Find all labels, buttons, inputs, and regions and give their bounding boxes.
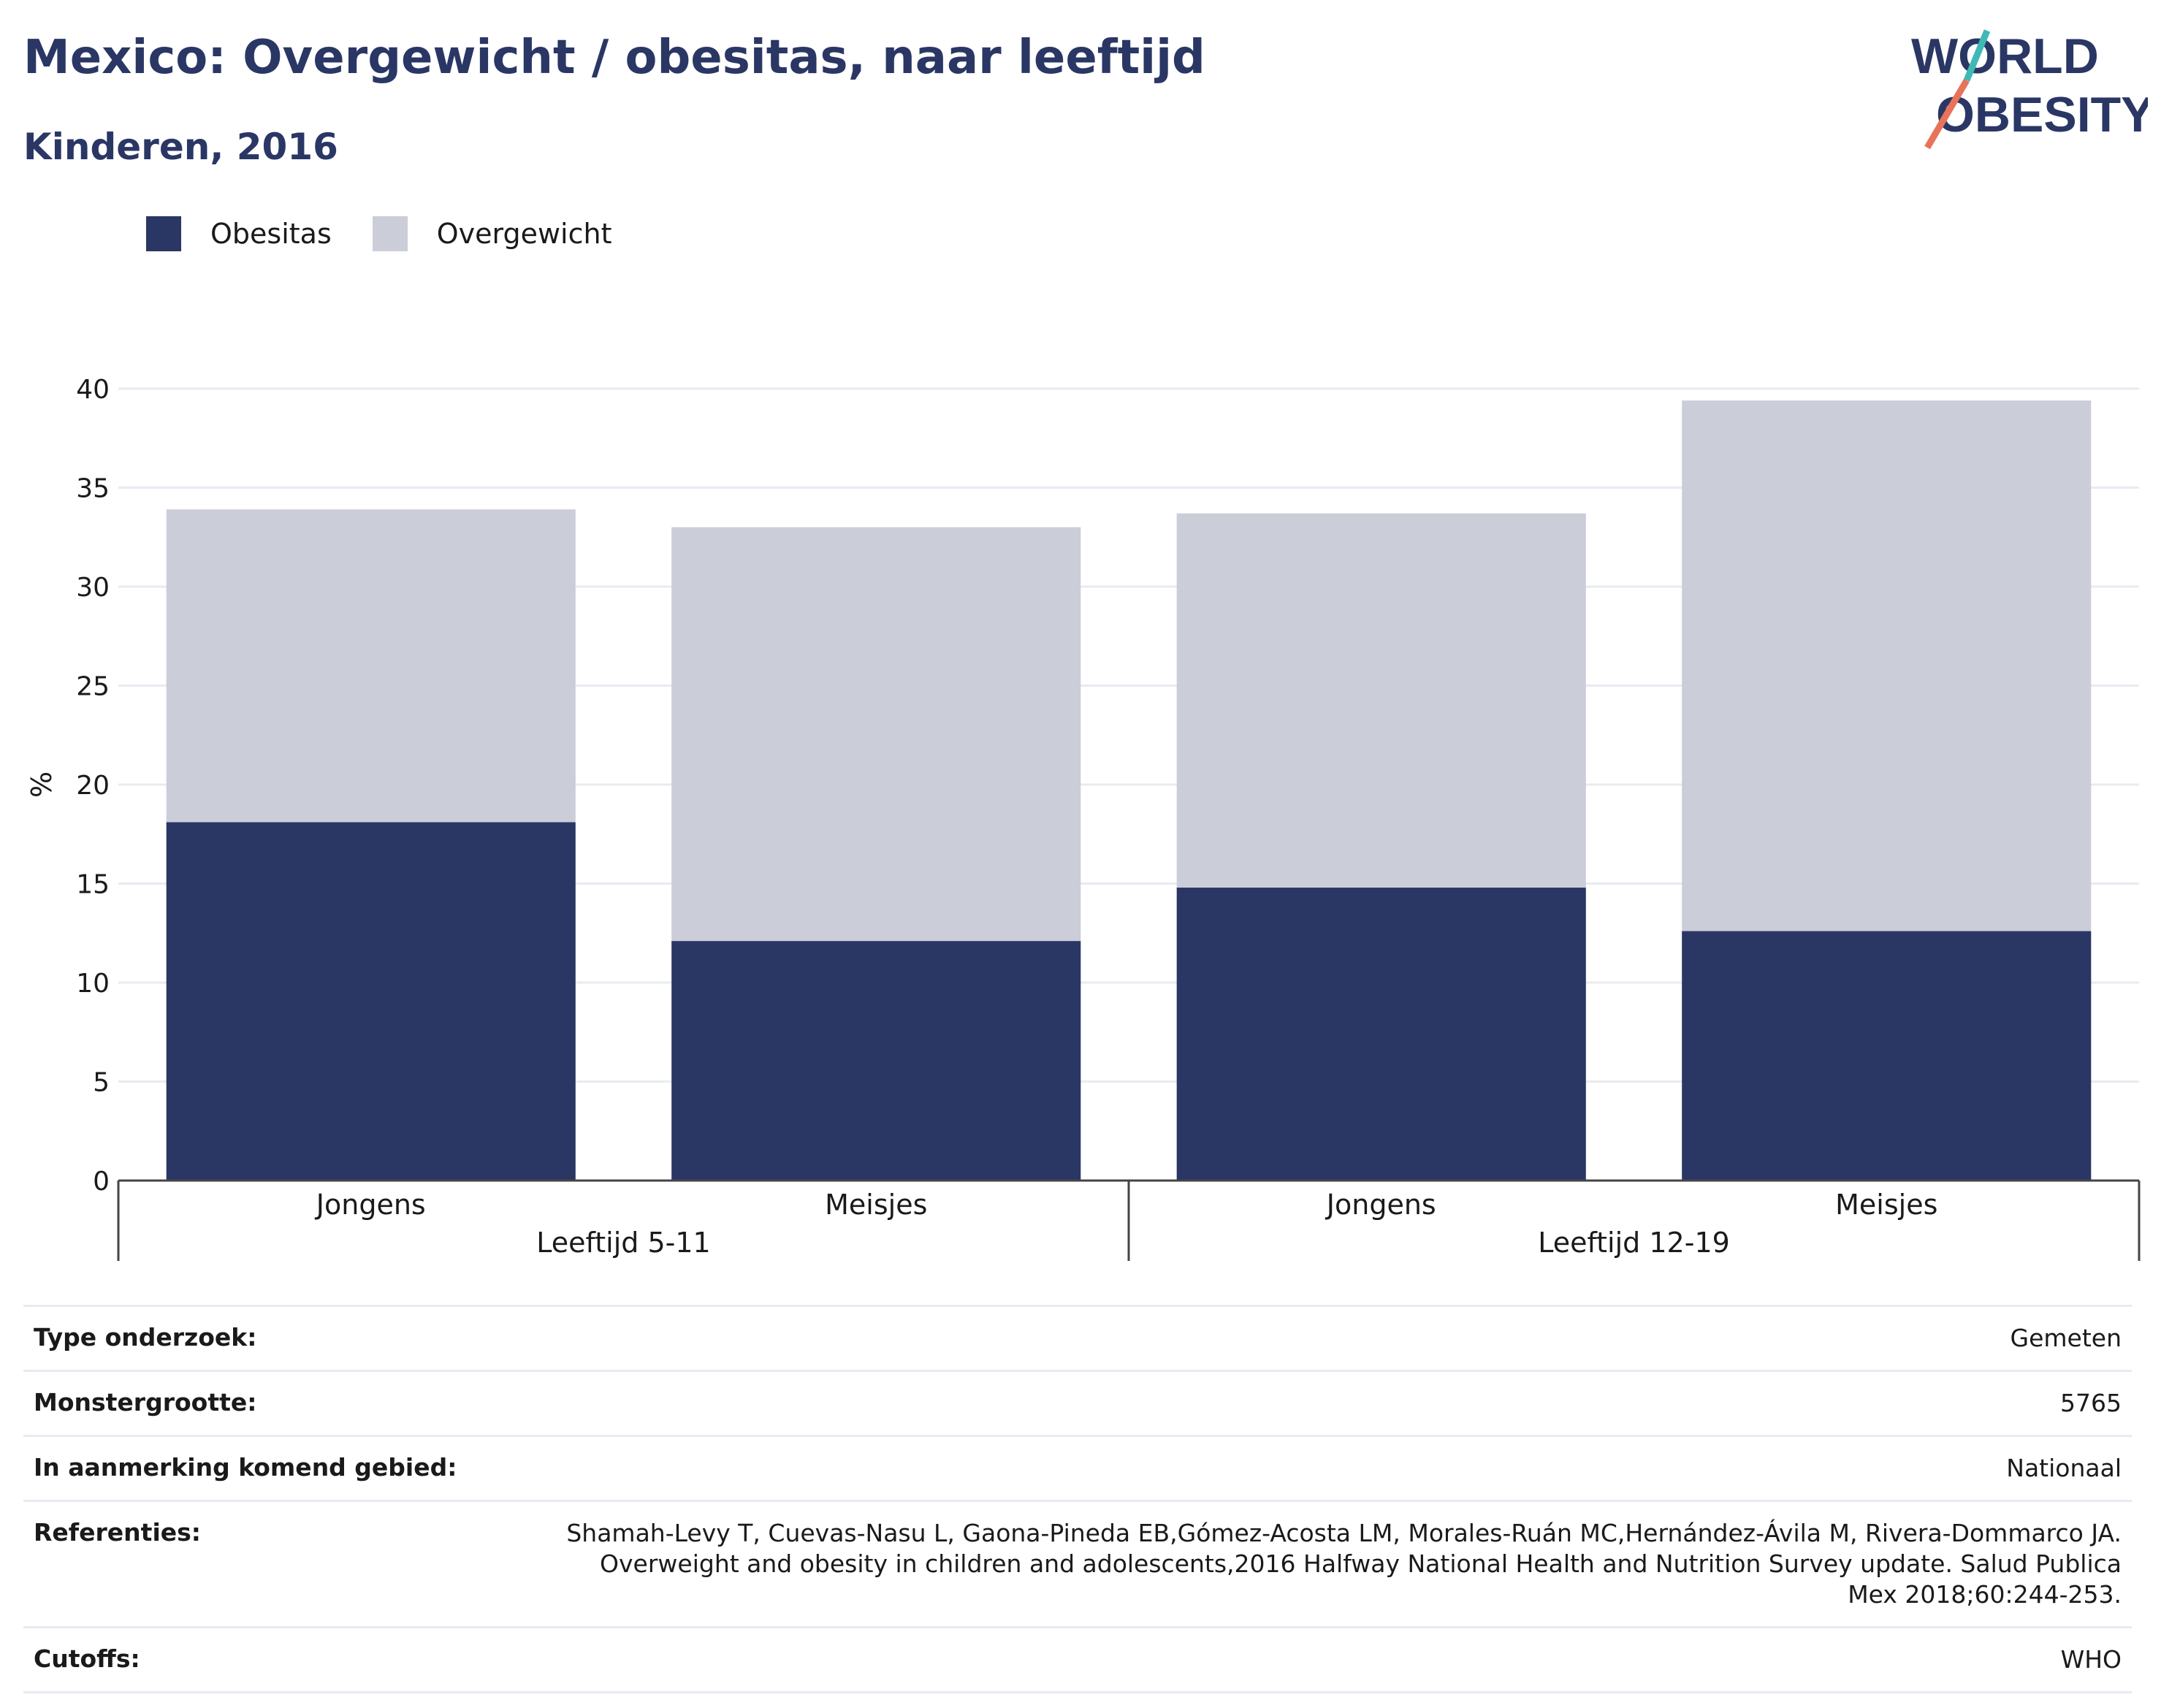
chart-subtitle: Kinderen, 2016: [23, 126, 338, 168]
bar-overgewicht: [166, 509, 576, 823]
legend-label: Obesitas: [210, 218, 332, 250]
legend-item-overgewicht[interactable]: Overgewicht: [372, 216, 612, 251]
info-row-sample-size: Monstergrootte: 5765: [23, 1370, 2132, 1435]
y-tick-label: 40: [76, 375, 110, 405]
y-tick-label: 30: [76, 573, 110, 603]
y-tick-label: 35: [76, 474, 110, 504]
logo-text-obesity: OBESITY: [1936, 87, 2148, 142]
legend-item-obesitas[interactable]: Obesitas: [146, 216, 332, 251]
info-value: Gemeten: [2010, 1324, 2122, 1352]
bar-overgewicht: [671, 527, 1081, 942]
info-value: Nationaal: [2006, 1454, 2122, 1482]
info-row-area: In aanmerking komend gebied: Nationaal: [23, 1435, 2132, 1500]
info-label: Type onderzoek:: [34, 1323, 257, 1351]
info-value: 5765: [2060, 1389, 2122, 1417]
y-tick-label: 20: [76, 771, 110, 801]
y-tick-label: 25: [76, 672, 110, 702]
x-group-label: Leeftijd 12-19: [1538, 1227, 1730, 1259]
chart-title: Mexico: Overgewicht / obesitas, naar lee…: [23, 31, 1205, 85]
legend-swatch-overgewicht: [372, 216, 408, 251]
logo-text-world: WORLD: [1911, 28, 2099, 84]
world-obesity-logo: WORLD OBESITY: [1911, 28, 2148, 150]
info-row-type: Type onderzoek: Gemeten: [23, 1305, 2132, 1370]
bar-obesitas: [1682, 931, 2092, 1181]
bar-overgewicht: [1682, 400, 2092, 931]
logo-slash-bottom: [1924, 78, 1970, 150]
info-row-cutoffs: Cutoffs: WHO: [23, 1626, 2132, 1693]
x-category-label: Meisjes: [825, 1189, 927, 1221]
legend-swatch-obesitas: [146, 216, 181, 251]
bar-obesitas: [671, 941, 1081, 1181]
info-label: Cutoffs:: [34, 1644, 140, 1673]
legend-label: Overgewicht: [436, 218, 612, 250]
bar-obesitas: [1176, 887, 1586, 1181]
y-axis-label: %: [26, 771, 58, 798]
x-category-label: Jongens: [315, 1189, 426, 1221]
bar-overgewicht: [1176, 513, 1586, 888]
y-tick-label: 5: [93, 1068, 110, 1098]
y-tick-label: 10: [76, 969, 110, 999]
survey-info-table: Type onderzoek: Gemeten Monstergrootte: …: [23, 1305, 2132, 1693]
info-label: Referenties:: [34, 1518, 201, 1547]
bar-obesitas: [166, 822, 576, 1181]
y-tick-label: 15: [76, 870, 110, 900]
info-row-references: Referenties: Shamah-Levy T, Cuevas-Nasu …: [23, 1500, 2132, 1626]
info-label: In aanmerking komend gebied:: [34, 1453, 457, 1482]
x-category-label: Jongens: [1325, 1189, 1436, 1221]
y-tick-label: 0: [93, 1167, 110, 1197]
info-value: Shamah-Levy T, Cuevas-Nasu L, Gaona-Pine…: [566, 1519, 2122, 1609]
x-category-label: Meisjes: [1835, 1189, 1937, 1221]
info-label: Monstergrootte:: [34, 1388, 257, 1417]
logo-slash-top: [1963, 29, 1991, 82]
info-value: WHO: [2060, 1645, 2122, 1674]
chart-legend: Obesitas Overgewicht: [146, 216, 653, 251]
stacked-bar-chart: 0 5 10 15 20 25 30 35 40% Jongens Meisjes Jongens Me…: [26, 375, 2141, 1261]
x-group-label: Leeftijd 5-11: [536, 1227, 710, 1259]
